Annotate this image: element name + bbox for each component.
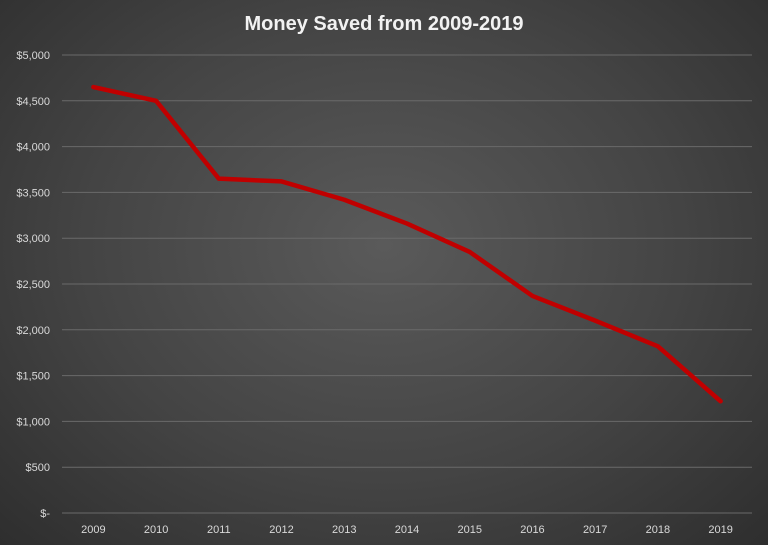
y-tick-label: $1,500: [16, 371, 50, 383]
y-tick-label: $4,500: [16, 96, 50, 108]
x-tick-label: 2018: [646, 524, 670, 536]
x-tick-label: 2012: [269, 524, 293, 536]
x-tick-label: 2010: [144, 524, 168, 536]
y-tick-label: $2,000: [16, 325, 50, 337]
x-tick-label: 2011: [207, 524, 231, 536]
y-axis-ticks: $- $500 $1,000 $1,500 $2,000 $2,500 $3,000 $3,5…: [16, 50, 50, 520]
series-layer: [91, 84, 723, 404]
y-tick-label: $3,000: [16, 233, 50, 245]
x-tick-label: 2017: [583, 524, 607, 536]
x-tick-label: 2019: [708, 524, 732, 536]
x-axis-ticks: 2009 2010 2011 2012 2013 2014 2015 2016 2017 2018…: [81, 524, 733, 536]
x-tick-label: 2014: [395, 524, 419, 536]
x-tick-label: 2016: [520, 524, 544, 536]
y-tick-label: $5,000: [16, 50, 50, 62]
y-tick-label: $3,500: [16, 187, 50, 199]
y-tick-label: $500: [26, 462, 50, 474]
gridlines: [62, 54, 752, 514]
chart-title: Money Saved from 2009-2019: [244, 13, 523, 35]
x-tick-label: 2013: [332, 524, 356, 536]
y-tick-label: $4,000: [16, 142, 50, 154]
x-tick-label: 2015: [457, 524, 481, 536]
series-line: [91, 84, 723, 404]
x-tick-label: 2009: [81, 524, 105, 536]
y-tick-label: $2,500: [16, 279, 50, 291]
y-tick-label: $-: [40, 508, 50, 520]
y-tick-label: $1,000: [16, 416, 50, 428]
